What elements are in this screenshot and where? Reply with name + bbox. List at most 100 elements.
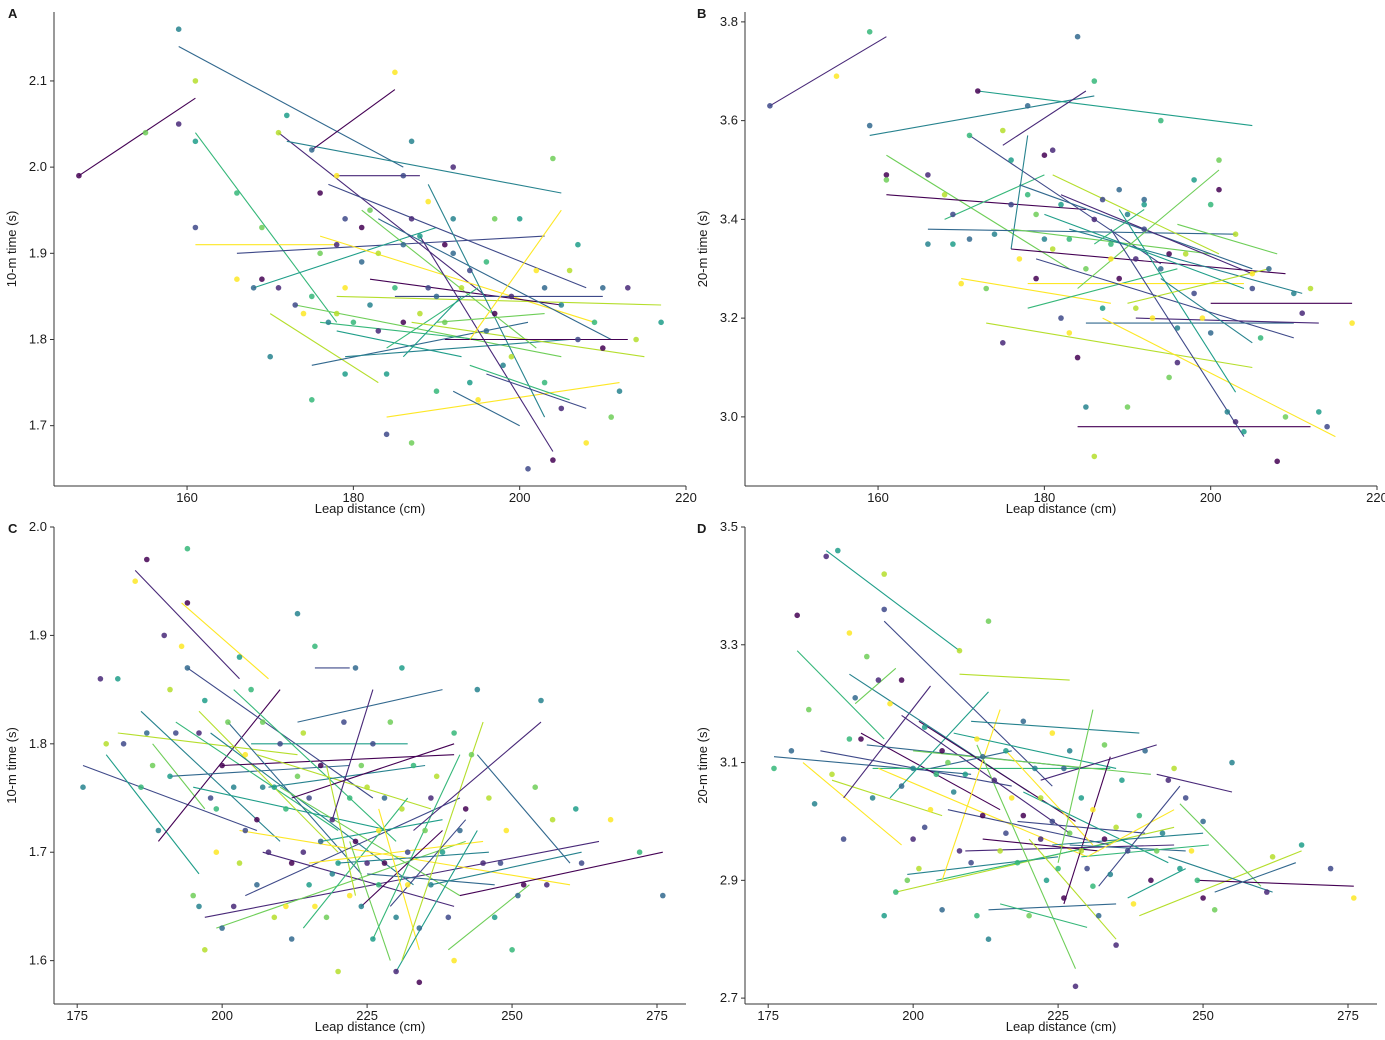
- data-point: [491, 310, 498, 317]
- data-point: [1166, 251, 1172, 257]
- data-point: [1032, 765, 1038, 772]
- data-point: [309, 147, 315, 153]
- data-point: [254, 816, 260, 823]
- data-point: [192, 138, 199, 145]
- data-point: [234, 276, 240, 283]
- data-point: [175, 121, 182, 127]
- regression-line: [452, 390, 520, 427]
- data-point: [358, 903, 365, 910]
- data-point: [167, 773, 173, 780]
- data-point: [1282, 414, 1289, 420]
- data-point: [520, 882, 527, 888]
- data-point: [811, 801, 818, 807]
- data-point: [259, 784, 266, 790]
- regression-line: [1028, 838, 1117, 940]
- data-point: [393, 914, 399, 921]
- data-point: [958, 280, 964, 287]
- data-point: [846, 736, 853, 742]
- data-point: [840, 836, 847, 842]
- data-point: [1049, 147, 1056, 153]
- data-point: [939, 907, 945, 913]
- data-point: [1108, 241, 1114, 247]
- data-point: [968, 859, 974, 866]
- data-point: [1171, 765, 1177, 772]
- data-point: [433, 773, 440, 780]
- data-point: [400, 241, 407, 248]
- data-point: [566, 267, 573, 274]
- data-point: [1119, 777, 1125, 783]
- data-point: [491, 216, 498, 222]
- data-point: [375, 328, 382, 334]
- data-point: [1101, 742, 1108, 748]
- data-point: [184, 600, 191, 606]
- data-point: [1158, 266, 1164, 272]
- regression-line: [233, 689, 397, 842]
- regression-line: [1102, 317, 1336, 438]
- data-point: [1066, 236, 1073, 242]
- data-point: [467, 267, 473, 274]
- data-point: [1188, 848, 1195, 854]
- regression-line: [1081, 844, 1209, 858]
- data-point: [1058, 201, 1064, 208]
- data-point: [190, 892, 196, 899]
- x-tick-label: 200: [902, 1008, 924, 1023]
- data-point: [288, 860, 295, 866]
- data-point: [400, 319, 407, 326]
- regression-line: [1127, 268, 1270, 304]
- data-point: [1014, 859, 1021, 866]
- data-point: [1141, 196, 1147, 203]
- regression-line: [1017, 820, 1146, 834]
- data-point: [428, 795, 434, 801]
- regression-line: [178, 46, 404, 168]
- y-tick-label: 3.2: [720, 310, 738, 325]
- regression-line: [427, 184, 546, 418]
- data-point: [1024, 191, 1031, 198]
- data-point: [1199, 315, 1206, 321]
- data-point: [370, 741, 376, 747]
- data-point: [509, 947, 515, 953]
- data-point: [1090, 806, 1096, 813]
- y-axis-title: 20-m time (s): [695, 211, 710, 288]
- x-tick-label: 250: [1192, 1008, 1214, 1023]
- y-tick-label: 2.0: [29, 519, 47, 534]
- data-point: [1158, 117, 1164, 124]
- data-point: [1074, 33, 1081, 40]
- data-point: [399, 806, 405, 812]
- data-point: [904, 877, 911, 884]
- data-point: [358, 224, 365, 231]
- data-point: [887, 700, 893, 707]
- regression-line: [1027, 268, 1178, 309]
- data-point: [399, 665, 405, 671]
- regression-line: [930, 750, 1012, 769]
- data-point: [317, 250, 323, 257]
- data-point: [1136, 812, 1143, 819]
- data-point: [1108, 256, 1114, 262]
- regression-line: [319, 235, 595, 323]
- data-point: [1266, 266, 1272, 272]
- data-point: [132, 578, 138, 584]
- regression-line: [134, 570, 240, 680]
- data-point: [1316, 409, 1322, 415]
- x-tick-label: 250: [501, 1008, 523, 1023]
- data-point: [1298, 842, 1305, 848]
- regression-line: [469, 209, 562, 340]
- regression-line: [1010, 135, 1029, 250]
- data-point: [658, 319, 664, 326]
- data-point: [1091, 78, 1098, 84]
- data-point: [234, 190, 240, 196]
- data-point: [1200, 895, 1206, 901]
- y-tick-label: 3.6: [720, 113, 738, 128]
- regression-line: [988, 903, 1117, 911]
- data-point: [277, 741, 283, 747]
- data-point: [219, 925, 225, 931]
- data-point: [486, 795, 492, 801]
- data-point: [869, 795, 876, 801]
- data-point: [178, 643, 185, 650]
- data-point: [1072, 983, 1079, 990]
- regression-line: [1086, 809, 1175, 858]
- data-point: [927, 806, 934, 813]
- x-axis-title: Leap distance (cm): [1006, 501, 1117, 516]
- data-point: [450, 216, 457, 222]
- regression-line: [1052, 832, 1204, 846]
- data-point: [1078, 795, 1085, 801]
